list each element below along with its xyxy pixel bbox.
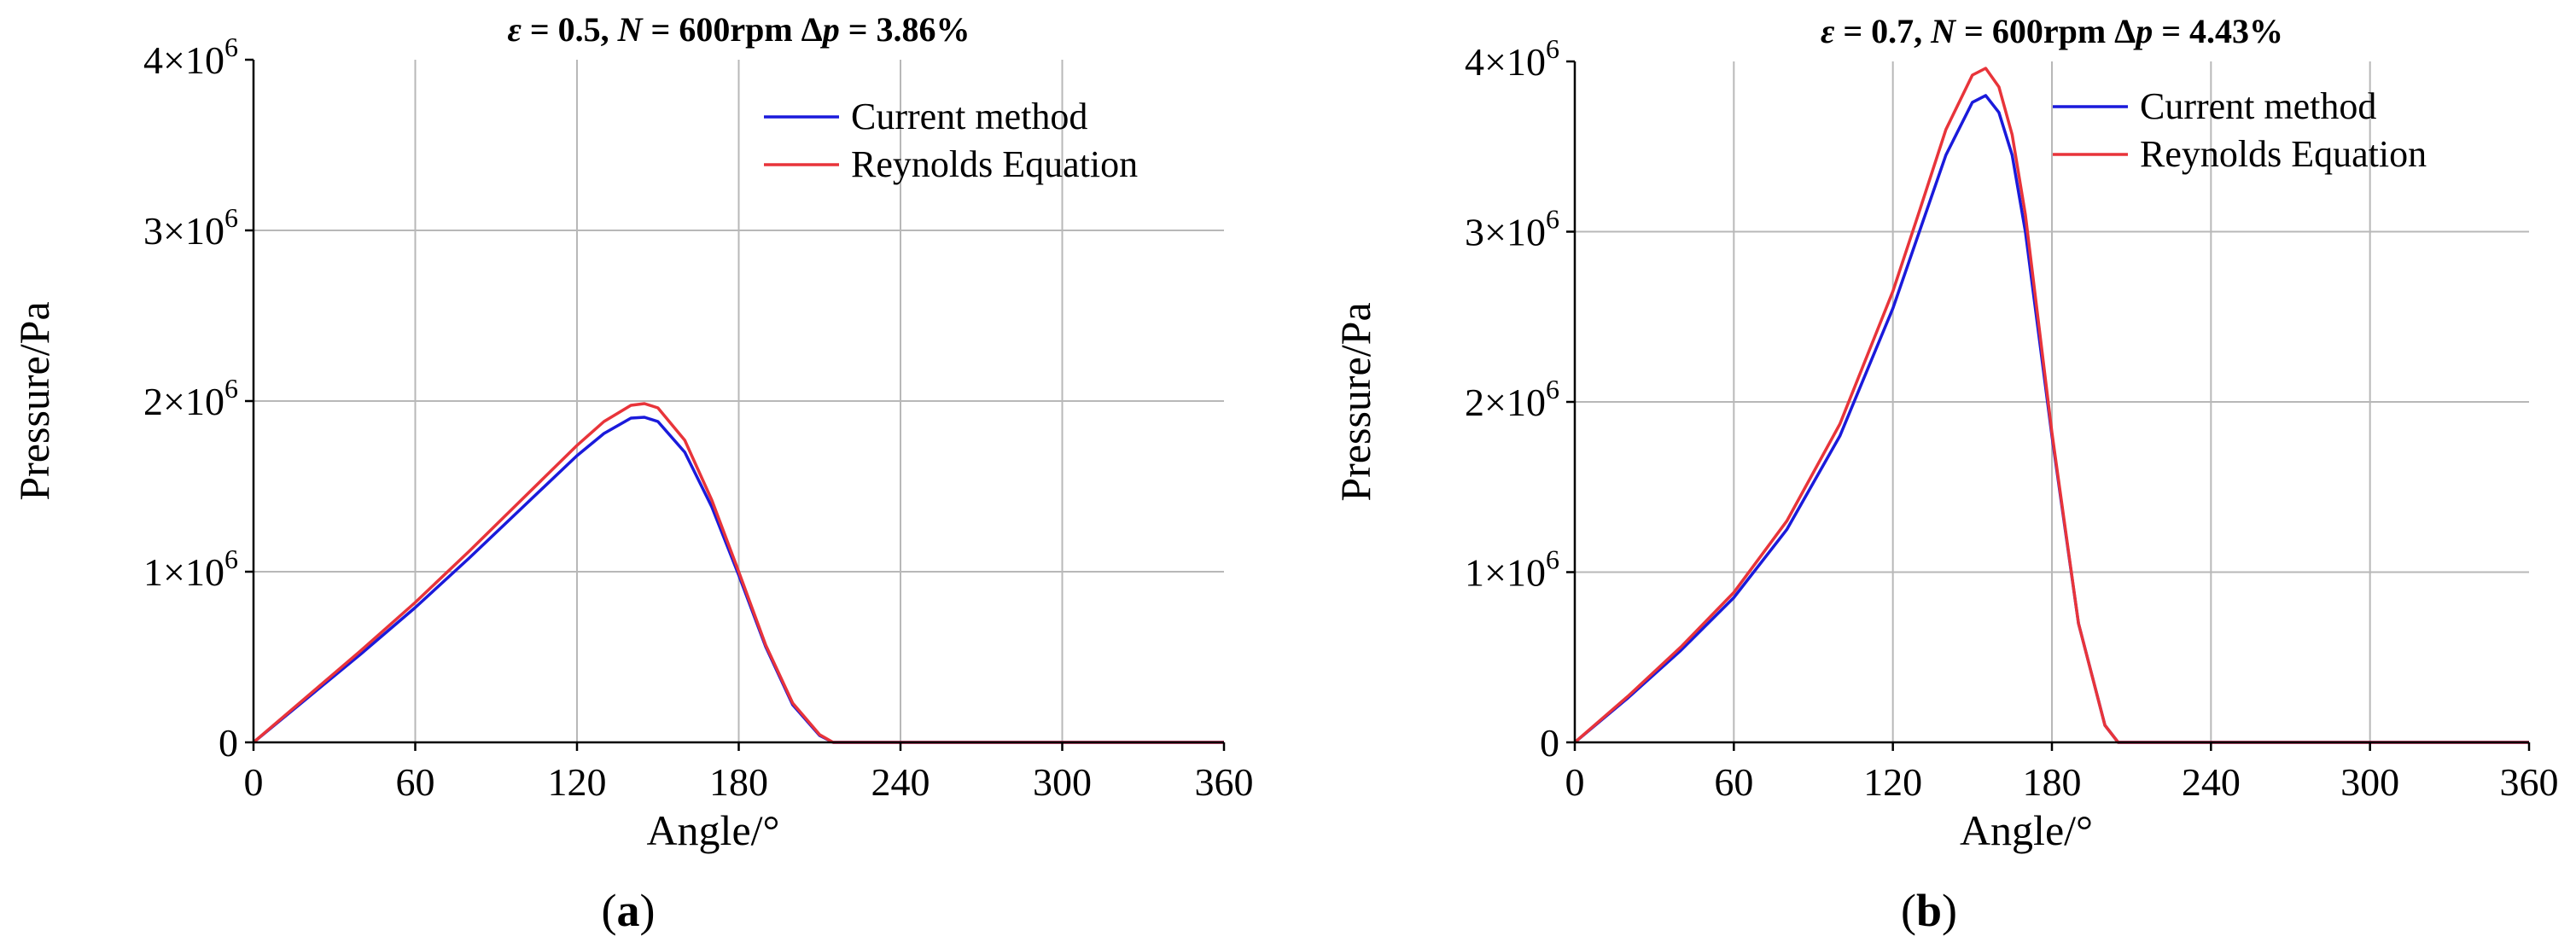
y-tick-label: 4×106 <box>143 32 238 82</box>
chart-panel-a: 0 60 120 180 240 300 360 0 1×106 2×106 3×106 4×106 A… <box>10 10 1254 936</box>
chart-panel-b: 0 60 120 180 240 300 360 0 1×106 2×106 3×106 4×106 A… <box>1332 12 2559 936</box>
y-tick-label: 2×106 <box>143 373 238 423</box>
legend-label: Current method <box>851 96 1087 137</box>
x-tick-label: 0 <box>244 760 264 804</box>
legend-label: Reynolds Equation <box>851 143 1138 185</box>
panel-label: (b) <box>1901 885 1957 936</box>
x-tick-label: 0 <box>1565 760 1585 804</box>
y-tick-label: 3×106 <box>143 202 238 253</box>
panel-label: (a) <box>602 885 656 936</box>
y-tick-label: 1×106 <box>1465 544 1559 595</box>
y-tick-label: 4×106 <box>1465 33 1559 84</box>
x-tick-label: 120 <box>1863 760 1922 804</box>
x-tick-label: 240 <box>871 760 930 804</box>
x-tick-label: 120 <box>548 760 607 804</box>
legend-label: Reynolds Equation <box>2140 133 2427 175</box>
chart-title: ε = 0.5, N = 600rpm Δp = 3.86% <box>507 10 970 49</box>
chart-title: ε = 0.7, N = 600rpm Δp = 4.43% <box>1821 12 2283 50</box>
x-tick-label: 60 <box>1714 760 1753 804</box>
x-tick-label: 180 <box>2023 760 2082 804</box>
y-tick-label: 3×106 <box>1465 204 1559 254</box>
y-tick-label: 0 <box>1540 721 1559 765</box>
y-tick-label: 1×106 <box>143 544 238 594</box>
x-tick-label: 300 <box>1033 760 1092 804</box>
y-tick-label: 2×106 <box>1465 374 1559 424</box>
x-axis-label: Angle/° <box>1960 806 2093 854</box>
legend-label: Current method <box>2140 85 2376 127</box>
x-tick-label: 360 <box>1195 760 1254 804</box>
x-axis-label: Angle/° <box>646 806 779 854</box>
x-tick-label: 360 <box>2500 760 2559 804</box>
x-tick-label: 180 <box>709 760 768 804</box>
y-axis-label: Pressure/Pa <box>1332 302 1379 501</box>
y-axis-label: Pressure/Pa <box>10 301 58 500</box>
x-tick-label: 300 <box>2340 760 2399 804</box>
y-tick-label: 0 <box>219 721 238 765</box>
x-tick-label: 60 <box>396 760 435 804</box>
x-tick-label: 240 <box>2182 760 2241 804</box>
